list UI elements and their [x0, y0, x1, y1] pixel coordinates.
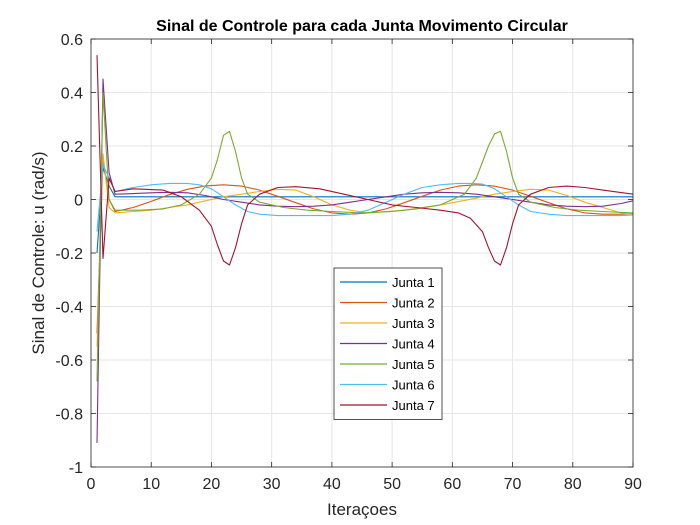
x-tick-label: 90: [624, 476, 642, 493]
legend-label: Junta 5: [392, 357, 435, 372]
legend-label: Junta 6: [392, 378, 435, 393]
x-tick-label: 10: [142, 476, 160, 493]
x-tick-label: 80: [564, 476, 582, 493]
series-line-junta-4: [96, 78, 634, 443]
chart-title: Sinal de Controle para cada Junta Movime…: [156, 18, 568, 35]
legend-label: Junta 4: [392, 337, 435, 352]
x-tick-label: 40: [323, 476, 341, 493]
legend-label: Junta 1: [392, 275, 435, 290]
series-line-junta-1: [96, 166, 633, 254]
x-tick-label: 50: [383, 476, 401, 493]
y-tick-label: -0.8: [55, 407, 83, 424]
x-tick-label: 70: [504, 476, 522, 493]
y-tick-label: -1: [69, 460, 83, 477]
y-tick-label: -0.6: [55, 353, 83, 370]
y-tick-label: 0: [74, 193, 83, 210]
legend-label: Junta 7: [392, 398, 435, 413]
legend-label: Junta 2: [392, 296, 435, 311]
series-line-junta-6: [96, 164, 634, 232]
x-tick-label: 20: [203, 476, 221, 493]
y-tick-label: -0.2: [55, 246, 83, 263]
legend-label: Junta 3: [392, 316, 435, 331]
y-axis-label: Sinal de Controle: u (rad/s): [29, 151, 48, 354]
x-tick-label: 0: [87, 476, 96, 493]
legend: Junta 1 Junta 2 Junta 3 Junta 4 Junta 5 Junta…: [333, 267, 443, 420]
x-tick-label: 30: [263, 476, 281, 493]
y-tick-label: 0.6: [61, 32, 83, 49]
y-tick-label: 0.4: [61, 86, 83, 103]
x-axis-label: Iteraçoes: [327, 500, 397, 519]
axis-ticks: 0 10 20 30 40 50 60 70 80 90 0.6 0.4 0.2 0 -0.2 -0.4 -0.…: [55, 32, 642, 493]
x-tick-label: 60: [443, 476, 461, 493]
series-line-junta-7: [96, 55, 634, 266]
data-series: [96, 55, 634, 443]
series-line-junta-5: [96, 91, 634, 382]
y-tick-label: 0.2: [61, 139, 83, 156]
y-tick-label: -0.4: [55, 300, 83, 317]
